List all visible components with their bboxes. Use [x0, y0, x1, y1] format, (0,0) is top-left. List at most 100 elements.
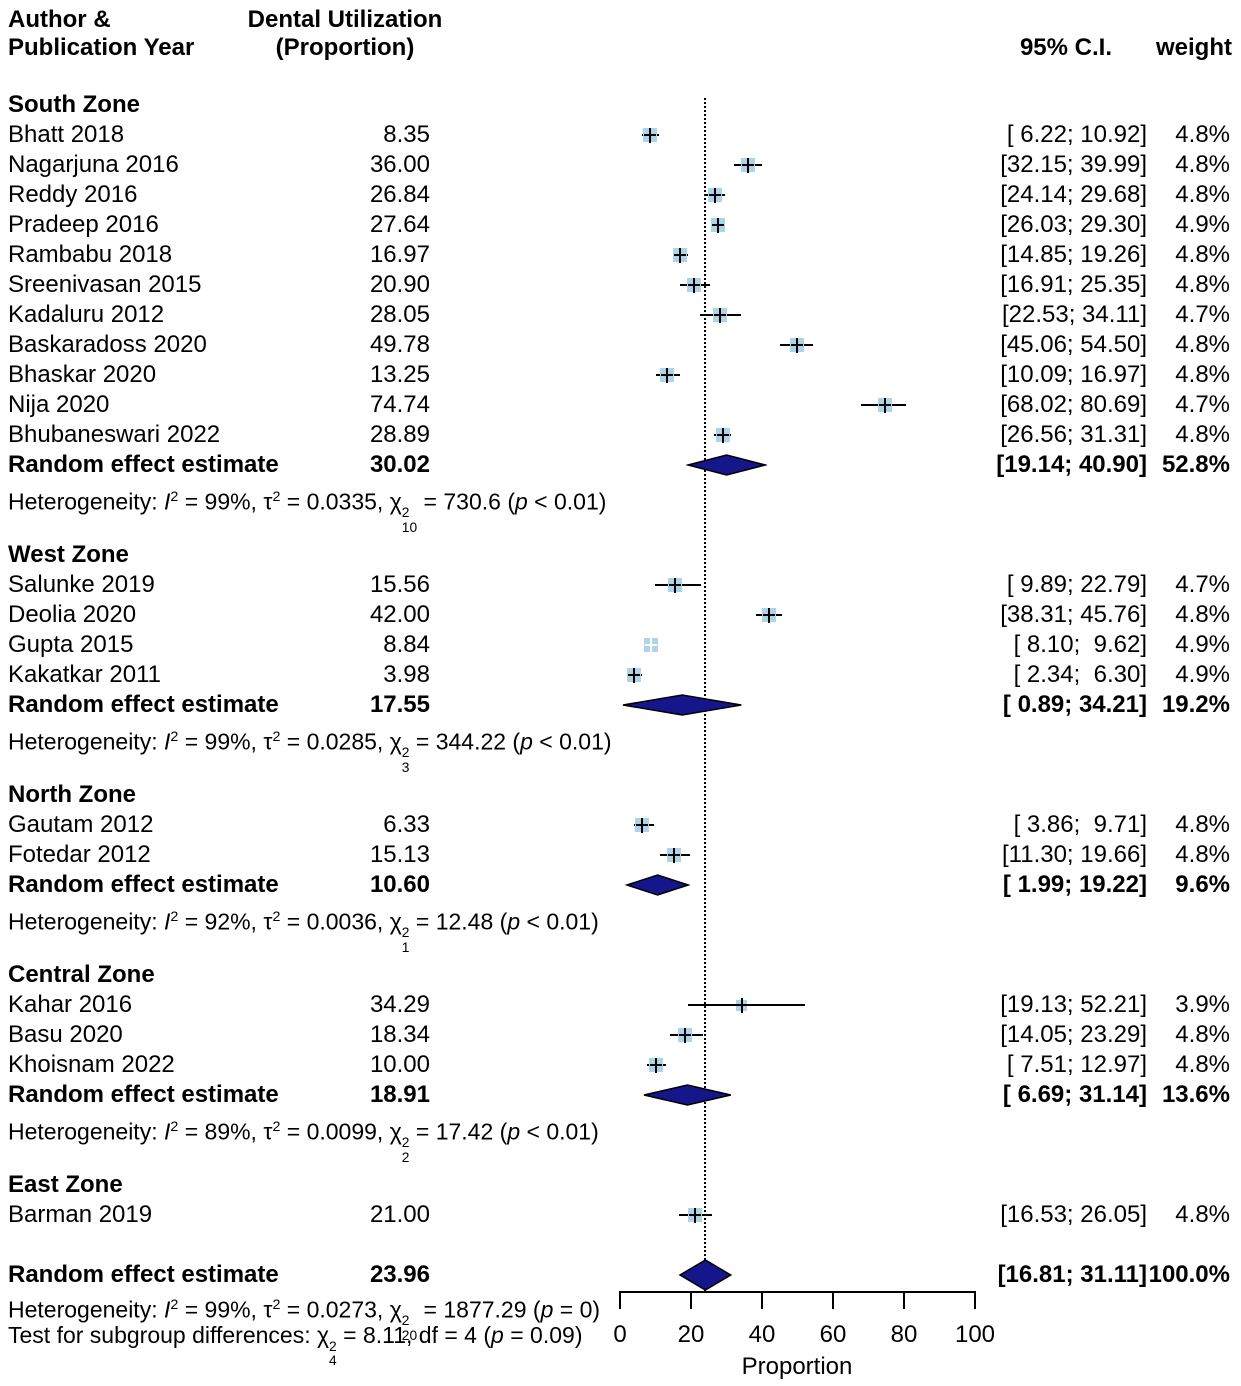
x-axis-line	[620, 1291, 976, 1293]
study-weight: 4.8%	[1175, 271, 1230, 298]
study-label: Gupta 2015	[8, 631, 134, 658]
study-proportion: 74.74	[369, 391, 430, 418]
summary-ci: [19.14; 40.90]	[996, 451, 1147, 478]
cross-v-icon	[633, 668, 636, 683]
study-weight: 4.8%	[1175, 811, 1230, 838]
summary-diamond	[623, 694, 742, 716]
study-ci: [26.56; 31.31]	[1000, 421, 1147, 448]
overall-ci: [16.81; 31.11]	[997, 1261, 1147, 1288]
study-proportion: 28.05	[369, 301, 430, 328]
study-weight: 4.8%	[1175, 421, 1230, 448]
summary-label: Random effect estimate	[8, 871, 279, 898]
study-proportion: 34.29	[369, 991, 430, 1018]
x-axis-tick-label: 80	[890, 1321, 918, 1348]
summary-label: Random effect estimate	[8, 691, 279, 718]
header-effect-line2: (Proportion)	[275, 34, 415, 61]
cross-v-icon	[693, 1208, 696, 1223]
x-axis-tick-label: 100	[954, 1321, 996, 1348]
cross-v-icon	[666, 368, 669, 383]
reference-line	[704, 98, 707, 1292]
zone-title: North Zone	[8, 781, 136, 808]
header-ci: 95% C.I.	[1019, 34, 1112, 61]
x-axis-tick	[903, 1291, 905, 1309]
summary-diamond	[625, 874, 691, 896]
study-proportion: 13.25	[369, 361, 430, 388]
cross-v-icon	[746, 158, 749, 173]
cross-v-icon	[648, 128, 651, 143]
cross-v-icon	[718, 308, 721, 323]
cross-v-icon	[679, 248, 682, 263]
study-ci: [14.85; 19.26]	[1000, 241, 1147, 268]
study-ci: [24.14; 29.68]	[1000, 181, 1147, 208]
study-weight: 4.8%	[1175, 181, 1230, 208]
study-proportion: 16.97	[369, 241, 430, 268]
x-axis-tick-label: 20	[677, 1321, 705, 1348]
study-ci: [26.03; 29.30]	[1000, 211, 1147, 238]
study-ci: [ 2.34; 6.30]	[1013, 661, 1147, 688]
header-effect-line1: Dental Utilization	[247, 6, 443, 33]
study-label: Pradeep 2016	[8, 211, 159, 238]
study-label: Nija 2020	[8, 391, 110, 418]
header-weight: weight	[1156, 34, 1232, 61]
study-label: Kahar 2016	[8, 991, 133, 1018]
overall-weight: 100.0%	[1148, 1261, 1230, 1288]
zone-title: West Zone	[8, 541, 129, 568]
summary-weight: 52.8%	[1161, 451, 1230, 478]
study-proportion: 20.90	[369, 271, 430, 298]
study-label: Kakatkar 2011	[8, 661, 161, 688]
summary-ci: [ 0.89; 34.21]	[1002, 691, 1147, 718]
study-ci: [38.31; 45.76]	[1000, 601, 1147, 628]
study-ci: [ 6.22; 10.92]	[1006, 121, 1147, 148]
study-weight: 4.7%	[1175, 301, 1230, 328]
study-label: Basu 2020	[8, 1021, 123, 1048]
study-ci: [19.13; 52.21]	[1000, 991, 1147, 1018]
study-proportion: 36.00	[369, 151, 430, 178]
x-axis-tick	[974, 1291, 976, 1309]
study-ci: [32.15; 39.99]	[1000, 151, 1147, 178]
study-weight: 4.8%	[1175, 841, 1230, 868]
study-label: Reddy 2016	[8, 181, 138, 208]
study-ci: [ 3.86; 9.71]	[1013, 811, 1147, 838]
summary-proportion: 30.02	[369, 451, 430, 478]
cross-v-icon	[795, 338, 798, 353]
summary-proportion: 10.60	[369, 871, 430, 898]
header-author-line1: Author &	[8, 6, 111, 33]
x-axis-tick-label: 0	[613, 1321, 627, 1348]
cross-v-icon	[714, 188, 717, 203]
zone-title: South Zone	[8, 91, 140, 118]
cross-v-icon	[650, 638, 653, 653]
cross-v-icon	[740, 998, 743, 1013]
study-label: Deolia 2020	[8, 601, 137, 628]
overall-proportion: 23.96	[369, 1261, 430, 1288]
study-label: Fotedar 2012	[8, 841, 151, 868]
study-proportion: 8.84	[383, 631, 430, 658]
summary-label: Random effect estimate	[8, 1081, 279, 1108]
study-weight: 4.8%	[1175, 1051, 1230, 1078]
summary-ci: [ 1.99; 19.22]	[1002, 871, 1147, 898]
study-weight: 4.8%	[1175, 151, 1230, 178]
summary-weight: 19.2%	[1161, 691, 1230, 718]
study-label: Bhatt 2018	[8, 121, 125, 148]
study-weight: 4.8%	[1175, 331, 1230, 358]
study-label: Baskaradoss 2020	[8, 331, 207, 358]
x-axis-tick	[832, 1291, 834, 1309]
study-proportion: 18.34	[369, 1021, 430, 1048]
study-ci: [ 9.89; 22.79]	[1006, 571, 1147, 598]
x-axis-tick	[761, 1291, 763, 1309]
study-proportion: 27.64	[369, 211, 430, 238]
study-proportion: 42.00	[369, 601, 430, 628]
study-weight: 4.7%	[1175, 391, 1230, 418]
cross-v-icon	[721, 428, 724, 443]
study-ci: [14.05; 23.29]	[1000, 1021, 1147, 1048]
cross-v-icon	[654, 1058, 657, 1073]
study-proportion: 26.84	[369, 181, 430, 208]
x-axis-title: Proportion	[741, 1353, 853, 1380]
summary-label: Random effect estimate	[8, 451, 279, 478]
study-proportion: 21.00	[369, 1201, 430, 1228]
